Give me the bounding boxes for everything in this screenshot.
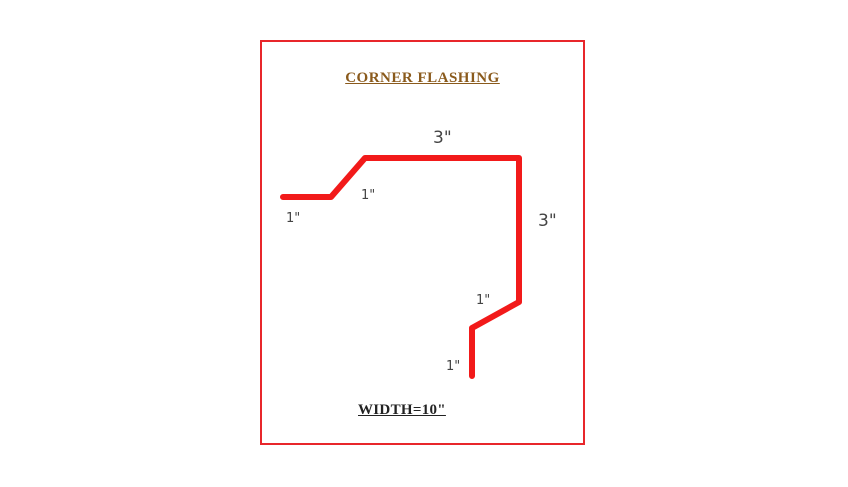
dim-left-step: 1" [361, 188, 375, 203]
width-label: WIDTH=10" [358, 402, 446, 418]
flashing-profile-line [280, 155, 522, 379]
diagram-frame: CORNER FLASHING WIDTH=10" [260, 40, 585, 445]
dim-left-flange: 1" [286, 211, 300, 226]
dim-bottom-step: 1" [476, 293, 490, 308]
dim-right-segment: 3" [538, 211, 557, 231]
diagram-title: CORNER FLASHING [345, 70, 500, 86]
dim-top-segment: 3" [433, 128, 452, 148]
dim-bottom-leg: 1" [446, 359, 460, 374]
